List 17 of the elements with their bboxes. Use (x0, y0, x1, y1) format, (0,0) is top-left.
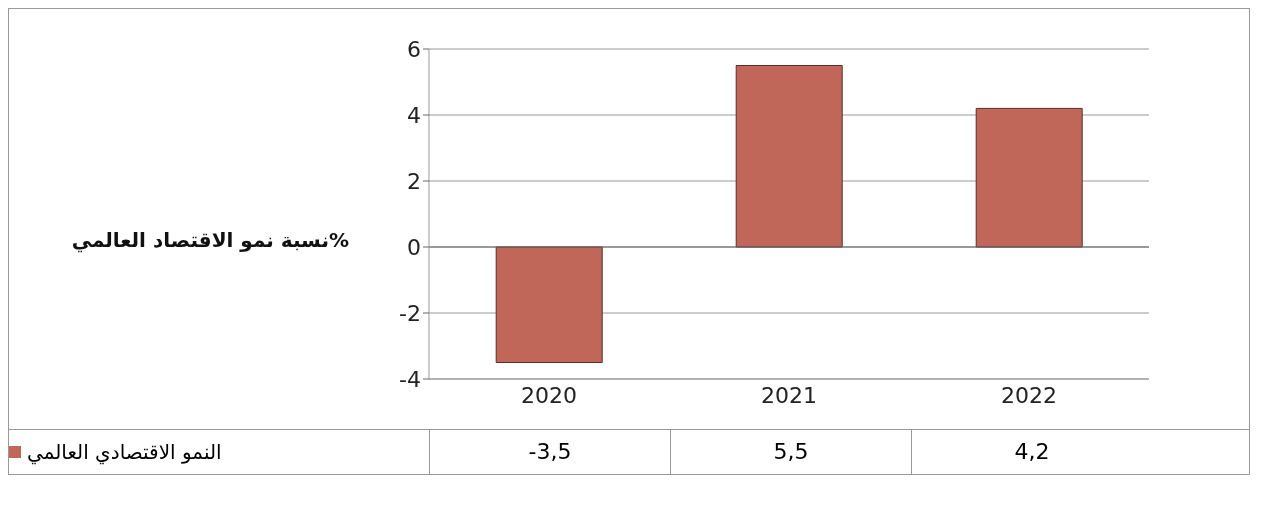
x-tick-label: 2020 (521, 382, 577, 408)
y-axis-title: نسبة نمو الاقتصاد العالمي% (71, 228, 349, 253)
data-label: -3,5 (429, 430, 670, 474)
y-tick-label: 0 (407, 234, 421, 260)
bar (975, 107, 1083, 248)
y-tick-label: 2 (407, 168, 421, 194)
data-label: 5,5 (670, 430, 911, 474)
y-tick-label: -2 (399, 300, 421, 326)
y-tick-label: 4 (407, 102, 421, 128)
legend-label: النمو الاقتصادي العالمي (27, 440, 222, 464)
y-tick-label: 6 (407, 36, 421, 62)
y-tick-label: -4 (399, 366, 421, 392)
bar (495, 246, 603, 363)
bar (735, 65, 843, 248)
x-tick-label: 2022 (1001, 382, 1057, 408)
data-label: 4,2 (911, 430, 1152, 474)
x-tick-label: 2021 (761, 382, 817, 408)
